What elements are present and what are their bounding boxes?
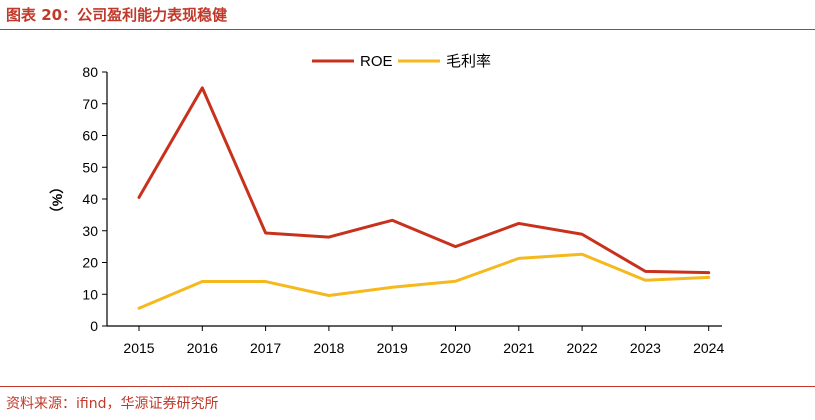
- x-tick-label: 2019: [377, 340, 408, 356]
- y-axis-ticks: 0 10 20 30 40 50 60 70 80: [82, 64, 107, 334]
- figure-title: 图表 20：公司盈利能力表现稳健: [6, 6, 228, 24]
- x-tick-label: 2020: [440, 340, 471, 356]
- source-rule: [0, 386, 815, 387]
- x-axis-ticks: 2015 2016 2017 2018 2019 2020 2021 2022 2023 2024: [123, 326, 724, 356]
- series-lines: [137, 86, 711, 310]
- x-tick-label: 2017: [250, 340, 281, 356]
- y-tick-label: 60: [82, 128, 98, 144]
- y-tick-label: 40: [82, 191, 98, 207]
- x-tick-label: 2022: [567, 340, 598, 356]
- series-line-gross-margin: [137, 252, 711, 310]
- y-tick-label: 70: [82, 96, 98, 112]
- y-tick-label: 80: [82, 64, 98, 80]
- y-tick-label: 10: [82, 286, 98, 302]
- title-rule: [0, 29, 815, 30]
- legend-label: 毛利率: [446, 53, 491, 70]
- y-axis-label: （%）: [49, 180, 65, 220]
- x-tick-label: 2023: [630, 340, 661, 356]
- y-tick-label: 20: [82, 255, 98, 271]
- x-tick-label: 2024: [693, 340, 724, 356]
- x-tick-label: 2015: [123, 340, 154, 356]
- series-line-roe: [137, 86, 711, 275]
- y-tick-label: 50: [82, 159, 98, 175]
- y-tick-label: 30: [82, 223, 98, 239]
- y-tick-label: 0: [90, 318, 98, 334]
- legend-label: ROE: [360, 53, 393, 70]
- x-tick-label: 2021: [503, 340, 534, 356]
- x-tick-label: 2016: [187, 340, 218, 356]
- source-note: 资料来源：ifind，华源证券研究所: [6, 396, 219, 412]
- x-tick-label: 2018: [313, 340, 344, 356]
- legend: ROE 毛利率: [312, 53, 491, 70]
